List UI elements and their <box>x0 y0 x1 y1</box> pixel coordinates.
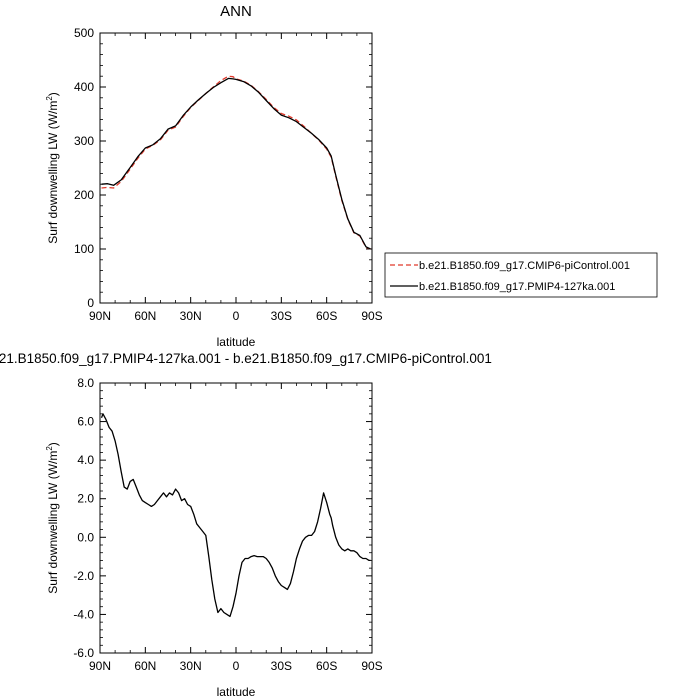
y-tick-label: 4.0 <box>77 453 94 467</box>
chart-title: ANN <box>220 3 252 20</box>
x-tick-label: 90S <box>361 659 382 673</box>
x-tick-label: 90N <box>89 309 111 323</box>
legend-label-picontrol: b.e21.B1850.f09_g17.CMIP6-piControl.001 <box>419 260 630 272</box>
y-axis-label: Surf downwelling LW (W/m2) <box>45 92 60 244</box>
chart-title: b.e21.B1850.f09_g17.PMIP4-127ka.001 - b.… <box>0 351 492 366</box>
x-tick-label: 30N <box>180 309 202 323</box>
y-tick-label: 300 <box>74 134 94 148</box>
y-tick-label: 200 <box>74 188 94 202</box>
y-tick-label: 2.0 <box>77 492 94 506</box>
y-tick-label: 0.0 <box>77 530 94 544</box>
legend-label-127ka: b.e21.B1850.f09_g17.PMIP4-127ka.001 <box>419 281 615 293</box>
x-tick-label: 30N <box>180 659 202 673</box>
y-tick-label: -2.0 <box>73 569 94 583</box>
x-tick-label: 60N <box>134 309 156 323</box>
x-tick-label: 60N <box>134 659 156 673</box>
y-axis-label-main: Surf downwelling LW (W/m <box>46 101 60 244</box>
y-axis-label-superscript: 2 <box>45 96 54 101</box>
legend: b.e21.B1850.f09_g17.CMIP6-piControl.001 … <box>384 252 658 298</box>
x-axis-label: latitude <box>217 335 256 349</box>
x-tick-label: 0 <box>233 659 240 673</box>
x-tick-label: 60S <box>316 659 337 673</box>
y-axis-label-main: Surf downwelling LW (W/m <box>46 451 60 594</box>
axis-ticks: 90N 60N 30N 0 30S 60S 90S 0 100 200 300 400 500 <box>74 26 383 323</box>
axis-ticks: 90N 60N 30N 0 30S 60S 90S -6.0 -4.0 -2.0 0.0 2.0 4.0… <box>73 376 382 673</box>
y-axis-label-end: ) <box>46 442 60 446</box>
series-group <box>100 413 371 618</box>
x-tick-label: 30S <box>271 659 292 673</box>
series-line-1 <box>101 75 371 250</box>
series-group <box>101 75 371 250</box>
y-tick-label: 100 <box>74 242 94 256</box>
x-tick-label: 0 <box>233 309 240 323</box>
x-tick-label: 90S <box>361 309 382 323</box>
series-line-2 <box>101 77 371 250</box>
y-axis-label-superscript: 2 <box>45 446 54 451</box>
panel-annual-mean: ANN 90N 60N 30N 0 30S 60S 90S0100200300400500 … <box>45 3 658 349</box>
plot-frame <box>99 32 373 304</box>
x-tick-label: 30S <box>271 309 292 323</box>
y-tick-label: 500 <box>74 26 94 40</box>
y-tick-label: 8.0 <box>77 376 94 390</box>
x-axis-label: latitude <box>217 685 256 699</box>
y-tick-label: -6.0 <box>73 646 94 660</box>
y-axis-label: Surf downwelling LW (W/m2) <box>45 442 60 594</box>
series-line-1 <box>100 413 371 618</box>
y-tick-label: 6.0 <box>77 415 94 429</box>
y-axis-label-end: ) <box>46 92 60 96</box>
panel-difference: b.e21.B1850.f09_g17.PMIP4-127ka.001 - b.… <box>0 351 492 699</box>
y-tick-label: -4.0 <box>73 607 94 621</box>
y-tick-label: 0 <box>87 296 94 310</box>
x-tick-label: 60S <box>316 309 337 323</box>
legend-box <box>384 252 658 298</box>
x-tick-label: 90N <box>89 659 111 673</box>
y-tick-label: 400 <box>74 80 94 94</box>
